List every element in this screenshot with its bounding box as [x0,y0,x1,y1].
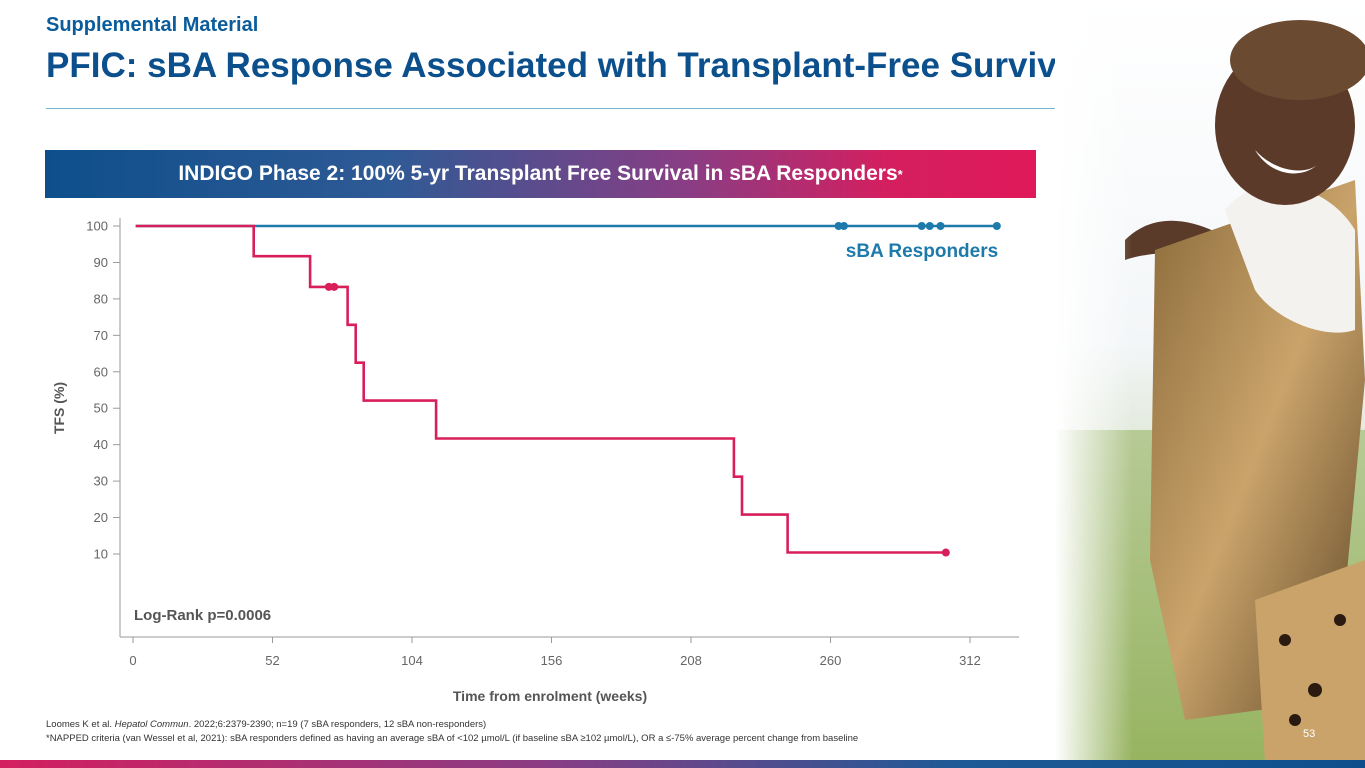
responders-censor-mark [992,222,1001,230]
title-divider [46,108,1179,109]
x-tick-label: 52 [265,653,279,668]
footnote-criteria: *NAPPED criteria (van Wessel et al, 2021… [46,733,859,744]
y-tick-label: 10 [94,547,108,562]
x-tick-label: 260 [820,653,842,668]
responders-censor-mark [917,222,926,230]
x-tick-label: 0 [129,653,136,668]
banner-footnote-marker: * [897,166,903,182]
page-number: 53 [1303,728,1316,740]
x-axis-label: Time from enrolment (weeks) [453,688,647,704]
child-photo [1055,0,1365,762]
x-tick-label: 104 [401,653,423,668]
banner: INDIGO Phase 2: 100% 5-yr Transplant Fre… [45,150,1036,198]
nonresponders-censor-mark [330,282,339,291]
footnote-reference-pre: Loomes K et al. [46,719,115,730]
y-tick-label: 70 [94,328,108,343]
x-tick-label: 156 [541,653,563,668]
y-tick-label: 100 [86,219,108,234]
nonresponders-survival-line [135,224,946,554]
responders-censor-mark [936,222,945,230]
footnote-reference: Loomes K et al. Hepatol Commun. 2022;6:2… [46,719,486,730]
y-tick-label: 40 [94,437,108,452]
y-axis-label: TFS (%) [51,382,67,434]
responders-censor-mark [839,222,848,230]
log-rank-annotation: Log-Rank p=0.0006 [134,607,271,624]
nonresponders-censor-mark [941,548,950,557]
banner-text: INDIGO Phase 2: 100% 5-yr Transplant Fre… [178,162,898,185]
footnote-reference-post: . 2022;6:2379-2390; n=19 (7 sBA responde… [188,719,487,730]
page-title: PFIC: sBA Response Associated with Trans… [46,46,1086,85]
y-tick-label: 90 [94,255,108,270]
bottom-accent-bar [0,760,1365,768]
x-tick-label: 208 [680,653,702,668]
x-tick-label: 312 [959,653,981,668]
y-tick-label: 60 [94,364,108,379]
y-tick-label: 80 [94,291,108,306]
responders-censor-mark [925,222,934,230]
section-label: Supplemental Material [46,14,259,36]
y-tick-label: 20 [94,510,108,525]
responders-series-label: sBA Responders [846,241,998,262]
y-tick-label: 30 [94,474,108,489]
y-tick-label: 50 [94,401,108,416]
footnote-journal: Hepatol Commun [114,719,189,730]
